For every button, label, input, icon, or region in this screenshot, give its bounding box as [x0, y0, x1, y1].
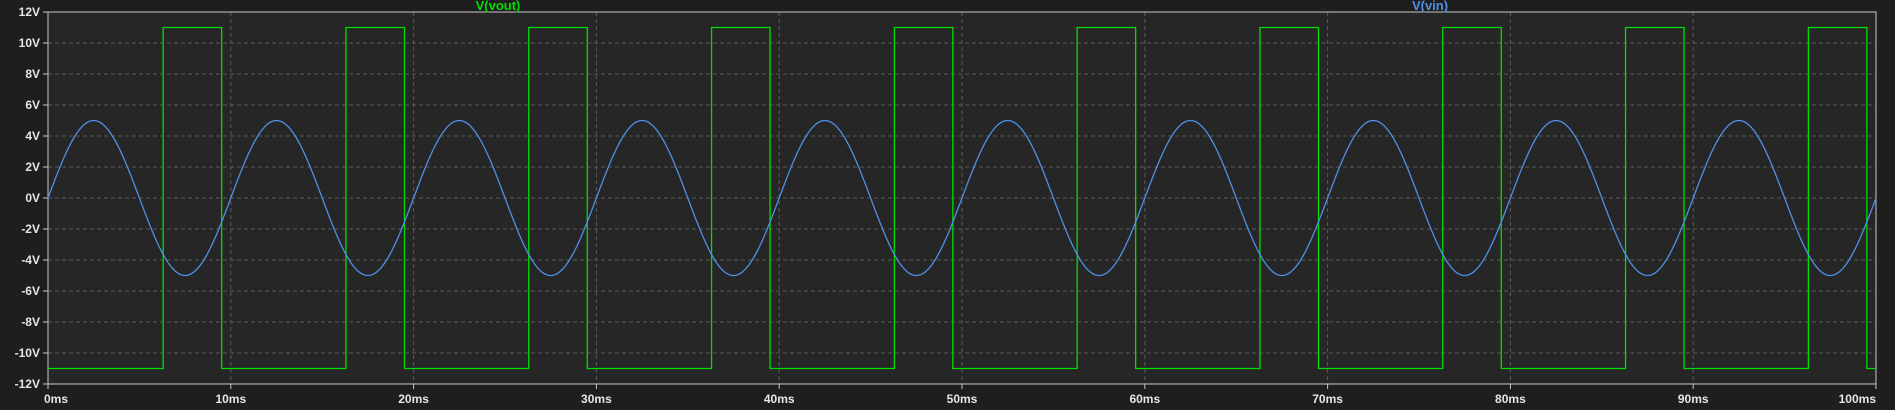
y-tick-label: -6V	[21, 284, 40, 298]
y-tick-label: -12V	[15, 377, 40, 391]
x-tick-label: 10ms	[215, 392, 246, 406]
y-tick-label: 12V	[19, 5, 40, 19]
y-tick-label: 2V	[25, 160, 40, 174]
y-tick-label: -2V	[21, 222, 40, 236]
x-tick-label: 70ms	[1312, 392, 1343, 406]
y-tick-label: -4V	[21, 253, 40, 267]
y-tick-label: 6V	[25, 98, 40, 112]
series-line-vout	[48, 26, 1876, 370]
x-tick-label: 90ms	[1678, 392, 1709, 406]
y-tick-label: 8V	[25, 67, 40, 81]
y-tick-label: 10V	[19, 36, 40, 50]
legend: V(vout) V(vin)	[476, 0, 1448, 13]
x-tick-label: 40ms	[764, 392, 795, 406]
x-tick-label: 50ms	[947, 392, 978, 406]
axes: 12V 10V 8V 6V 4V 2V 0V -2V -4V -6V -8V -10V -12V 0ms 1…	[15, 5, 1877, 406]
x-tick-label: 80ms	[1495, 392, 1526, 406]
y-tick-label: 0V	[25, 191, 40, 205]
x-tick-label: 0ms	[44, 392, 68, 406]
y-tick-label: 4V	[25, 129, 40, 143]
y-tick-label: -10V	[15, 346, 40, 360]
y-tick-label: -8V	[21, 315, 40, 329]
x-tick-label: 60ms	[1129, 392, 1160, 406]
series-line-vin	[47, 119, 1877, 277]
x-tick-label: 30ms	[581, 392, 612, 406]
x-tick-label: 100ms	[1839, 392, 1877, 406]
series-layer	[47, 26, 1877, 370]
legend-vin[interactable]: V(vin)	[1412, 0, 1448, 13]
legend-vout[interactable]: V(vout)	[476, 0, 521, 13]
x-tick-label: 20ms	[398, 392, 429, 406]
